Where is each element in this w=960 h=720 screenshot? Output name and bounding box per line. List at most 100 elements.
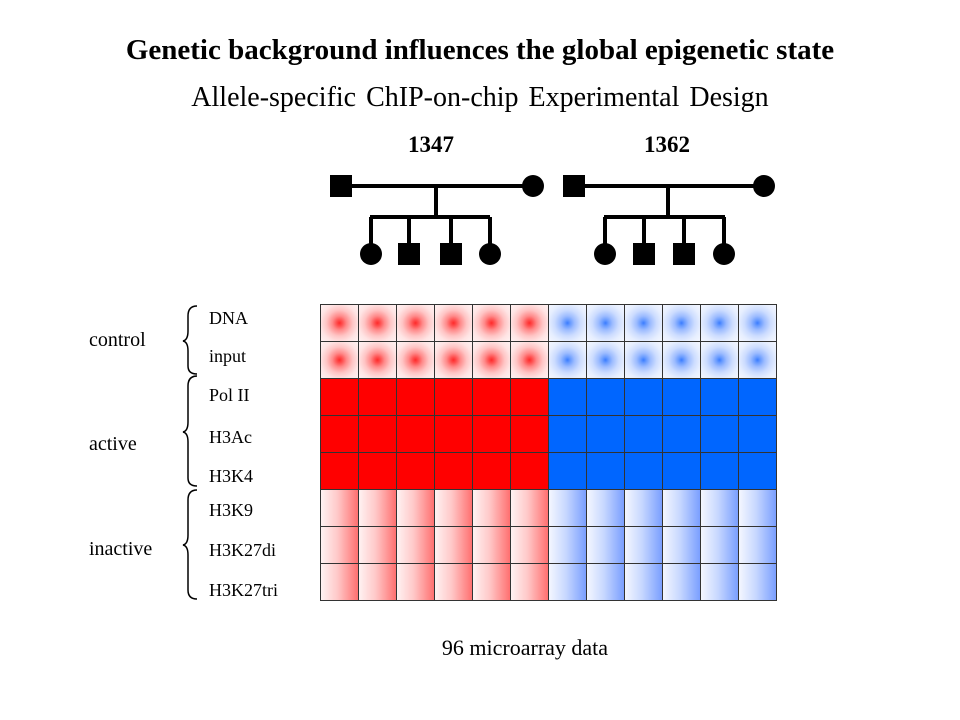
daughter-circle [479,243,501,265]
group-label-inactive: inactive [89,538,153,560]
pedigree-family-1347 [330,175,544,265]
array-cell [701,342,739,379]
array-cell [549,342,587,379]
array-cell [397,342,435,379]
diagram-title: Genetic background influences the global… [125,34,835,66]
array-cell [435,527,473,564]
array-cell [701,305,739,342]
array-cell [397,379,435,416]
brace-control [182,305,198,375]
daughter-circle [360,243,382,265]
array-cell [549,416,587,453]
array-cell [587,342,625,379]
brace-active [182,375,198,487]
array-cell [625,527,663,564]
array-cell [321,564,359,601]
microarray-grid [320,304,777,601]
array-cell [625,379,663,416]
array-cell [739,527,777,564]
array-cell [397,527,435,564]
array-cell [739,305,777,342]
array-cell [435,305,473,342]
daughter-circle [594,243,616,265]
array-cell [587,379,625,416]
family-label-1347: 1347 [408,132,454,157]
array-cell [549,564,587,601]
row-label-h3k9: H3K9 [209,500,253,520]
group-label-active: active [89,433,137,455]
row-label-dna: DNA [209,308,248,328]
array-cell [549,453,587,490]
array-cell [625,305,663,342]
array-cell [701,416,739,453]
array-cell [397,564,435,601]
array-cell [663,379,701,416]
array-cell [435,379,473,416]
array-cell [701,527,739,564]
array-cell [359,527,397,564]
array-cell [511,453,549,490]
row-label-pol-ii: Pol II [209,385,250,405]
array-cell [739,490,777,527]
array-cell [473,379,511,416]
array-cell [359,490,397,527]
array-cell [435,416,473,453]
array-cell [663,416,701,453]
array-cell [397,305,435,342]
array-cell [739,416,777,453]
array-cell [511,416,549,453]
array-cell [397,453,435,490]
mother-circle [753,175,775,197]
array-cell [473,305,511,342]
array-cell [625,416,663,453]
array-cell [549,490,587,527]
array-cell [549,527,587,564]
array-cell [701,379,739,416]
group-label-control: control [89,329,146,351]
array-cell [397,416,435,453]
array-cell [359,564,397,601]
array-cell [587,527,625,564]
array-cell [549,305,587,342]
array-cell [663,527,701,564]
array-cell [739,564,777,601]
array-cell [473,527,511,564]
array-cell [625,564,663,601]
array-cell [321,305,359,342]
son-square [633,243,655,265]
array-cell [663,490,701,527]
array-cell [473,416,511,453]
array-cell [359,305,397,342]
family-label-1362: 1362 [644,132,690,157]
array-cell [663,342,701,379]
array-cell [321,342,359,379]
array-cell [473,342,511,379]
array-cell [321,453,359,490]
footer-caption: 96 microarray data [441,635,609,660]
row-label-h3ac: H3Ac [209,427,252,447]
row-label-input: input [209,346,247,366]
array-cell [625,342,663,379]
array-cell [435,490,473,527]
diagram-subtitle: Allele-specific ChIP-on-chip Experimenta… [191,82,769,113]
array-cell [701,490,739,527]
array-cell [321,527,359,564]
array-cell [359,453,397,490]
array-cell [359,416,397,453]
row-label-h3k27di: H3K27di [209,540,276,560]
array-cell [435,453,473,490]
array-cell [625,453,663,490]
array-cell [473,564,511,601]
son-square [673,243,695,265]
array-cell [511,342,549,379]
father-square [330,175,352,197]
array-cell [663,453,701,490]
son-square [440,243,462,265]
array-cell [739,342,777,379]
array-cell [739,379,777,416]
pedigree-diagram [330,175,775,265]
array-cell [587,490,625,527]
array-cell [511,564,549,601]
array-cell [739,453,777,490]
